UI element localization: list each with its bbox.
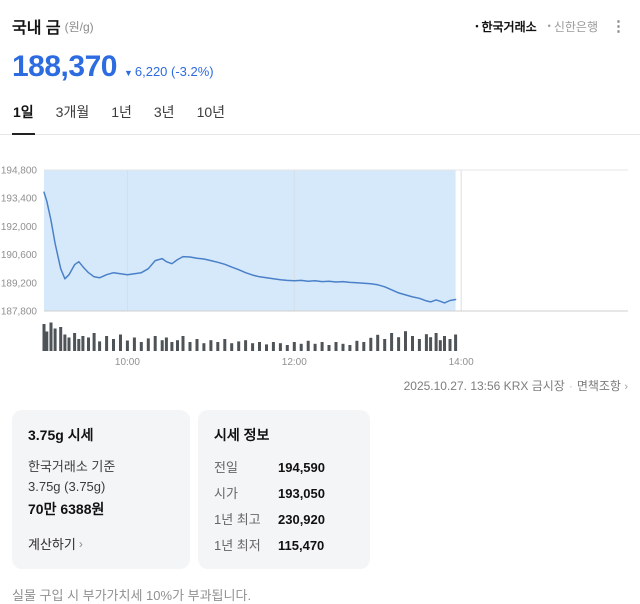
quote-info-card-title: 시세 정보 (214, 427, 270, 443)
svg-text:187,800: 187,800 (1, 307, 38, 318)
unit-price-weight: 3.75g (3.75g) (28, 479, 106, 495)
price-chart-svg[interactable]: 10:00 12:00 14:00 194,800 193,400 192,000 190,… (0, 165, 640, 369)
price-change: ▼ 6,220 (-3.2%) (124, 64, 214, 79)
chart-meta-row: 2025.10.27. 13:56 KRX 금시장 · 면책조항 › (12, 377, 628, 394)
source-option-shinhan[interactable]: • 신한은행 (548, 18, 598, 35)
tab-3months[interactable]: 3개월 (55, 100, 91, 135)
chevron-right-icon: › (624, 381, 628, 393)
tab-10years[interactable]: 10년 (196, 100, 226, 135)
period-tabs: 1일 3개월 1년 3년 10년 (0, 100, 640, 135)
calculator-link[interactable]: 계산하기 › (28, 534, 83, 553)
price-change-text: 6,220 (-3.2%) (134, 64, 214, 79)
svg-text:190,600: 190,600 (1, 250, 38, 261)
svg-text:14:00: 14:00 (449, 357, 474, 368)
quote-info-card: 시세 정보 전일 194,590 시가 193,050 1년 최고 230,92… (198, 410, 370, 569)
down-arrow-icon: ▼ (123, 68, 133, 78)
chart-area[interactable]: 10:00 12:00 14:00 194,800 193,400 192,000 190,… (0, 165, 640, 369)
info-label: 1년 최고 (214, 512, 261, 527)
more-menu-icon[interactable]: ⋮ (611, 17, 626, 35)
unit-price-card: 3.75g 시세 한국거래소 기준 3.75g (3.75g) 70만 6388… (12, 410, 190, 569)
quote-timestamp: 2025.10.27. 13:56 KRX 금시장 (403, 379, 565, 393)
info-row-year-high: 1년 최고 230,920 (214, 509, 354, 528)
info-value: 193,050 (278, 486, 325, 501)
info-cards: 3.75g 시세 한국거래소 기준 3.75g (3.75g) 70만 6388… (12, 410, 628, 569)
unit-price-card-title: 3.75g 시세 (28, 427, 94, 443)
info-label: 전일 (214, 460, 238, 475)
unit-price-value: 70만 6388원 (28, 501, 105, 518)
bullet-icon: • (475, 20, 479, 31)
info-label: 1년 최저 (214, 538, 261, 553)
source-label: 한국거래소 (481, 19, 537, 34)
svg-text:194,800: 194,800 (1, 166, 38, 177)
svg-text:189,200: 189,200 (1, 278, 38, 289)
info-row-prev-close: 전일 194,590 (214, 457, 354, 476)
price-unit-label: (원/g) (64, 19, 94, 34)
info-value: 230,920 (278, 512, 325, 527)
calculator-link-label: 계산하기 (28, 537, 76, 553)
gold-price-widget: 국내 금 (원/g) • 한국거래소 • 신한은행 ⋮ 188,370 ▼ 6,2… (0, 14, 640, 603)
svg-text:192,000: 192,000 (1, 222, 38, 233)
page-title: 국내 금 (12, 20, 61, 37)
source-option-krx[interactable]: • 한국거래소 (475, 18, 536, 35)
vat-notice: 실물 구입 시 부가가치세 10%가 부과됩니다. (12, 588, 252, 603)
svg-text:10:00: 10:00 (115, 357, 140, 368)
tab-1year[interactable]: 1년 (110, 100, 133, 135)
source-label: 신한은행 (553, 19, 598, 34)
current-price-row: 188,370 ▼ 6,220 (-3.2%) (12, 50, 628, 84)
header: 국내 금 (원/g) • 한국거래소 • 신한은행 ⋮ (12, 14, 628, 38)
info-value: 194,590 (278, 460, 325, 475)
tab-3years[interactable]: 3년 (153, 100, 176, 135)
info-label: 시가 (214, 486, 238, 501)
separator-dot: · (568, 379, 573, 393)
info-row-open: 시가 193,050 (214, 483, 354, 502)
tab-1day[interactable]: 1일 (12, 100, 35, 135)
unit-price-basis: 한국거래소 기준 (28, 459, 116, 474)
chevron-right-icon: › (78, 536, 83, 551)
bullet-icon: • (547, 20, 551, 31)
svg-text:193,400: 193,400 (1, 194, 38, 205)
info-row-year-low: 1년 최저 115,470 (214, 535, 354, 554)
current-price: 188,370 (12, 50, 117, 83)
disclaimer-link[interactable]: 면책조항 (576, 379, 621, 393)
source-selector: • 한국거래소 • 신한은행 ⋮ (475, 18, 628, 35)
info-value: 115,470 (278, 538, 325, 553)
svg-text:12:00: 12:00 (282, 357, 307, 368)
